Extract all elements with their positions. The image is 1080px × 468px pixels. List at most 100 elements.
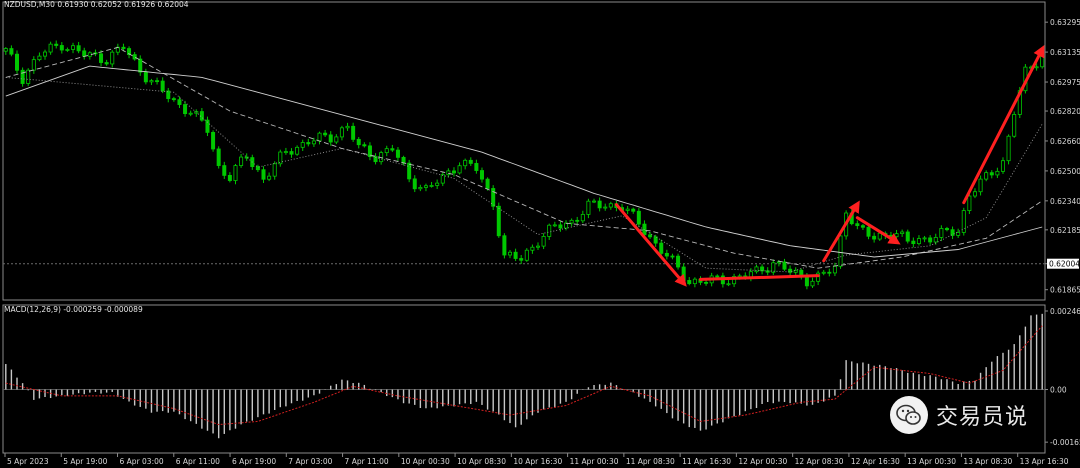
price-tick-label: 0.62340 xyxy=(1050,197,1080,206)
candle-body xyxy=(82,50,87,57)
candle-body xyxy=(827,271,832,274)
candle-body xyxy=(575,219,580,222)
candle-body xyxy=(20,69,25,84)
candle-body xyxy=(541,236,546,247)
time-tick-label: 13 Apr 08:30 xyxy=(963,457,1012,466)
time-tick-label: 12 Apr 00:30 xyxy=(738,457,787,466)
time-tick-label: 10 Apr 00:30 xyxy=(401,457,450,466)
macd-tick-label: 0.002463 xyxy=(1050,307,1080,316)
candle-body xyxy=(283,151,288,153)
candle-body xyxy=(793,269,798,273)
candle-body xyxy=(351,125,356,140)
candle-body xyxy=(547,224,552,237)
time-tick-label: 11 Apr 08:30 xyxy=(626,457,675,466)
candle-body xyxy=(1006,135,1011,162)
trend-arrows xyxy=(614,45,1045,287)
candle-body xyxy=(648,234,653,238)
candle-body xyxy=(407,162,412,180)
candle-body xyxy=(950,229,955,236)
candle-body xyxy=(451,170,456,174)
candle-body xyxy=(838,235,843,267)
candle-body xyxy=(166,90,171,99)
time-tick-label: 13 Apr 16:30 xyxy=(1020,457,1069,466)
candle-body xyxy=(872,235,877,240)
candle-body xyxy=(592,200,597,203)
candle-body xyxy=(373,156,378,163)
candle-body xyxy=(3,48,8,52)
candle-body xyxy=(995,170,1000,176)
candle-body xyxy=(429,185,434,187)
time-tick-label: 7 Apr 11:00 xyxy=(345,457,389,466)
candle-body xyxy=(65,49,70,51)
time-tick-label: 11 Apr 00:30 xyxy=(570,457,619,466)
candle-body xyxy=(664,252,669,257)
candle-body xyxy=(726,283,731,286)
candle-body xyxy=(496,205,501,237)
moving-average-dotted xyxy=(5,76,1043,273)
candle-body xyxy=(1034,66,1039,69)
candle-body xyxy=(468,159,473,164)
candle-body xyxy=(832,265,837,274)
candle-body xyxy=(227,175,232,181)
trend-arrow xyxy=(614,203,687,287)
candle-body xyxy=(1000,160,1005,172)
candle-body xyxy=(1012,114,1017,137)
candle-body xyxy=(771,262,776,273)
price-pane[interactable] xyxy=(3,40,1045,290)
candle-body xyxy=(536,245,541,248)
candle-body xyxy=(989,172,994,176)
candle-body xyxy=(362,144,367,147)
axes: 0.63295 0.63135 0.62975 0.62820 0.62660 0.625… xyxy=(4,18,1080,466)
candle-body xyxy=(603,206,608,209)
price-tick-label: 0.61865 xyxy=(1050,286,1080,295)
candle-body xyxy=(457,165,462,174)
candle-body xyxy=(216,148,221,166)
candle-body xyxy=(984,172,989,180)
candle-body xyxy=(911,240,916,245)
candle-body xyxy=(939,228,944,238)
candle-body xyxy=(894,233,899,238)
candle-body xyxy=(339,127,344,138)
candle-body xyxy=(306,142,311,145)
candle-body xyxy=(323,132,328,136)
candle-body xyxy=(48,43,53,53)
candle-body xyxy=(474,163,479,171)
candle-body xyxy=(127,48,132,55)
candle-body xyxy=(530,246,535,251)
candle-body xyxy=(519,258,524,261)
candle-body xyxy=(390,148,395,151)
macd-signal-line xyxy=(5,325,1043,426)
candle-body xyxy=(177,99,182,105)
price-tick-label: 0.62500 xyxy=(1050,167,1080,176)
candle-body xyxy=(295,146,300,155)
candle-body xyxy=(961,210,966,233)
candle-body xyxy=(676,255,681,268)
candle-body xyxy=(687,280,692,285)
trend-arrow xyxy=(962,45,1045,205)
candle-body xyxy=(659,242,664,254)
candle-body xyxy=(311,140,316,145)
candle-body xyxy=(1040,55,1045,68)
candle-body xyxy=(289,151,294,155)
candle-body xyxy=(76,45,81,52)
price-tick-label: 0.63135 xyxy=(1050,48,1080,57)
candle-body xyxy=(636,210,641,225)
candle-body xyxy=(855,223,860,227)
macd-pane[interactable] xyxy=(5,313,1043,439)
candle-body xyxy=(569,219,574,224)
candle-body xyxy=(670,255,675,258)
trend-arrow xyxy=(822,200,860,263)
candle-body xyxy=(121,46,126,49)
candle-body xyxy=(412,178,417,190)
time-tick-label: 7 Apr 03:00 xyxy=(288,457,332,466)
candle-body xyxy=(149,80,154,83)
wechat-icon xyxy=(890,396,928,434)
candle-body xyxy=(933,237,938,243)
candle-body xyxy=(866,226,871,237)
candle-body xyxy=(233,165,238,181)
price-tick-label: 0.62975 xyxy=(1050,78,1080,87)
candle-body xyxy=(255,166,260,171)
candle-body xyxy=(625,208,630,211)
moving-average-dashed xyxy=(5,46,1043,269)
time-tick-label: 6 Apr 11:00 xyxy=(176,457,220,466)
